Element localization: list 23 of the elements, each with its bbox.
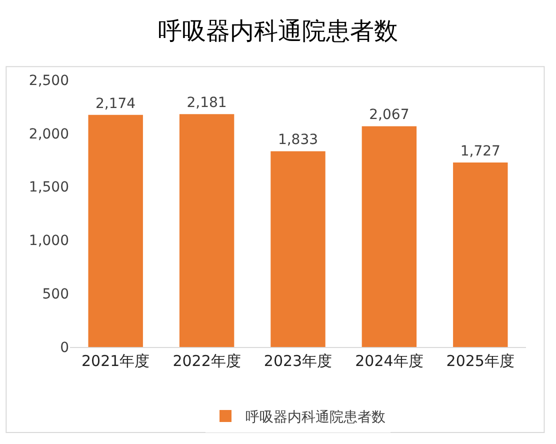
text: 1,727 [460,144,500,160]
y-tick-label: 1,500 [28,180,69,196]
y-tick-label: 1,000 [28,233,69,250]
x-tick-label: 2022年度 [172,352,241,370]
y-tick-label: 0 [60,340,69,356]
text: 2,174 [96,96,136,112]
x-tick-label: 2021年度 [82,352,150,370]
chart-title: 呼吸器内科通院患者数 [158,17,398,45]
y-tick-label: 500 [42,286,69,302]
text: 1,833 [278,132,318,148]
bar [88,114,143,347]
legend-label: 呼吸器内科通院患者数 [246,409,386,426]
y-tick-label: 2,000 [28,126,69,142]
y-tick-label: 2,500 [28,72,69,89]
x-tick-label: 2025年度 [446,352,514,370]
text: 2,067 [369,107,410,124]
text: 2,181 [186,95,227,112]
x-tick-label: 2024年度 [355,352,424,370]
bar [453,162,508,347]
bar [362,126,417,347]
bar [270,151,326,347]
x-tick-label: 2023年度 [264,352,332,370]
bar [179,114,234,347]
